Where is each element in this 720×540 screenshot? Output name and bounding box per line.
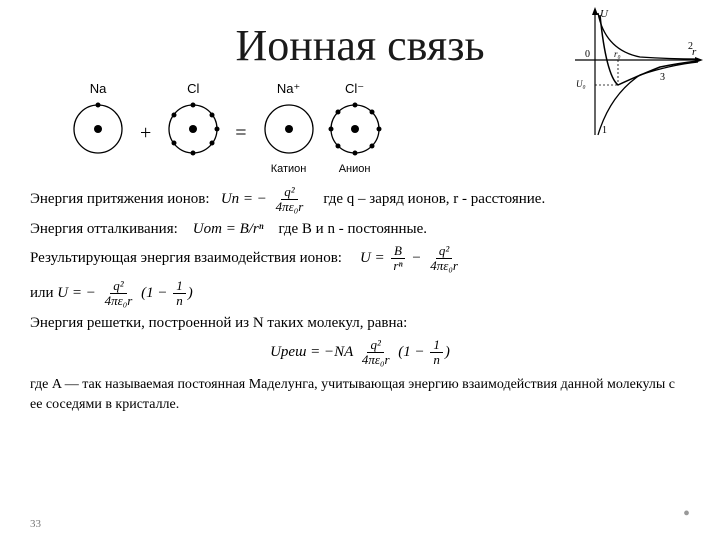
attraction-line: Энергия притяжения ионов: Uп = − q²4πε₀r… <box>30 185 690 215</box>
attraction-after: где q – заряд ионов, r - расстояние. <box>323 191 545 207</box>
curve3-label: 3 <box>660 72 665 83</box>
atom-na-plus: Na⁺ Катион <box>261 81 317 177</box>
atom-cl-minus: Cl⁻ Анион <box>327 81 383 177</box>
result-line: Результирующая энергия взаимодействия ио… <box>30 244 690 274</box>
or-formula-line: или U = − q²4πε₀r (1 − 1n) <box>30 279 690 309</box>
curve2-label: 2 <box>688 41 693 52</box>
equals-op: = <box>235 114 246 145</box>
zero-label: 0 <box>585 49 590 60</box>
repulsion-line: Энергия отталкивания: Uот = B/rⁿ где B и… <box>30 221 690 238</box>
u0-label: U₀ <box>576 79 586 89</box>
axis-u-label: U <box>600 8 609 20</box>
repulsion-formula: Uот = B/rⁿ <box>193 221 264 237</box>
decoration-dot: • <box>683 503 690 526</box>
r0-label: r₀ <box>614 49 621 59</box>
lattice-formula: Uреш = −NA q²4πε₀r (1 − 1n) <box>30 338 690 368</box>
page-number: 33 <box>30 518 41 530</box>
lattice-label: Энергия решетки, построенной из N таких … <box>30 315 690 332</box>
or-formula: U = − q²4πε₀r (1 − 1n) <box>57 279 192 309</box>
attraction-formula: Uп = − q²4πε₀r <box>221 191 312 207</box>
plus-op: + <box>140 114 151 145</box>
energy-curve-graph: U r 0 2 1 3 r₀ U₀ <box>570 5 705 140</box>
curve1-label: 1 <box>602 125 607 136</box>
attraction-label: Энергия притяжения ионов: <box>30 191 210 207</box>
atom-cl: Cl <box>165 81 221 177</box>
result-formula: U = Brⁿ − q²4πε₀r <box>360 244 463 274</box>
atom-na: Na <box>70 81 126 177</box>
madelung-text: где A — так называемая постоянная Маделу… <box>30 375 690 414</box>
